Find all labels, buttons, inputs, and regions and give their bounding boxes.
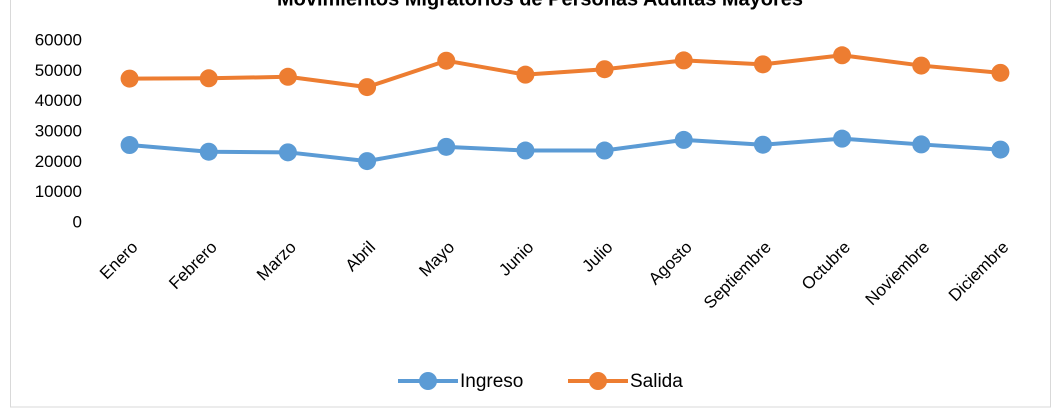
legend-label: Ingreso [460, 371, 523, 392]
point [437, 137, 456, 156]
point [516, 65, 535, 84]
series-line [129, 53, 1001, 90]
chart-title: Movimientos Migratorios de Personas Adul… [277, 0, 803, 10]
x-tick-label: Agosto [645, 238, 696, 289]
y-tick-label: 30000 [35, 121, 82, 140]
x-tick-label: Mayo [415, 238, 458, 281]
legend-marker [589, 372, 607, 390]
x-tick-label: Octubre [798, 238, 854, 294]
point [199, 142, 218, 161]
x-tick-label: Marzo [253, 238, 300, 285]
point [674, 130, 693, 149]
point [278, 143, 297, 162]
series-line [129, 136, 1001, 164]
y-tick-label: 50000 [35, 61, 82, 80]
y-tick-label: 0 [73, 212, 82, 231]
y-tick-label: 60000 [35, 30, 82, 49]
legend-label: Salida [630, 371, 683, 392]
y-tick-label: 20000 [35, 152, 82, 171]
point [753, 135, 772, 154]
point [437, 51, 456, 70]
point [120, 69, 139, 88]
point [833, 129, 852, 148]
point [912, 135, 931, 154]
x-tick-label: Septiembre [700, 238, 775, 313]
point [199, 69, 218, 88]
x-tick-label: Enero [96, 238, 142, 284]
point [358, 78, 377, 97]
y-tick-label: 10000 [35, 182, 82, 201]
x-tick-label: Noviembre [862, 238, 934, 310]
point [674, 51, 693, 70]
y-tick-label: 40000 [35, 91, 82, 110]
point [833, 46, 852, 65]
point [358, 152, 377, 171]
point [991, 140, 1010, 159]
point [516, 141, 535, 160]
x-tick-label: Abril [342, 238, 379, 275]
chart-border [10, 0, 1051, 408]
point [120, 136, 139, 155]
point [753, 55, 772, 74]
point [595, 141, 614, 160]
x-tick-label: Diciembre [945, 238, 1013, 306]
x-tick-label: Febrero [165, 238, 221, 294]
legend-marker [419, 372, 437, 390]
point [595, 60, 614, 79]
x-tick-label: Junio [495, 238, 537, 280]
x-tick-label: Julio [578, 238, 616, 276]
point [278, 67, 297, 86]
point [912, 56, 931, 75]
point [991, 63, 1010, 82]
